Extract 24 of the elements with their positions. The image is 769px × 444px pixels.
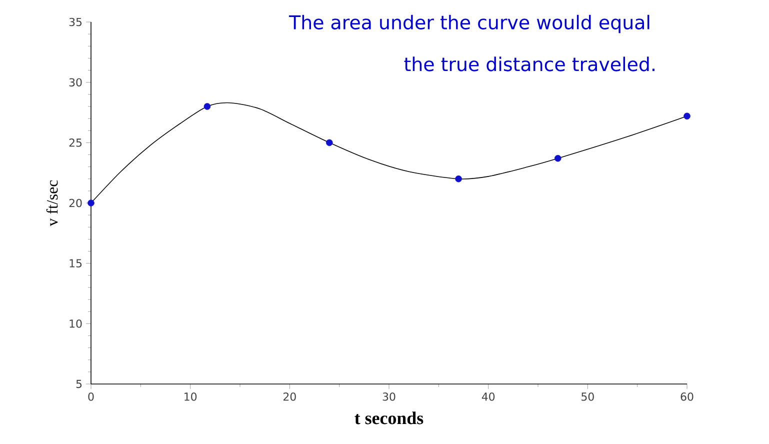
annotation: The area under the curve would equal [288,14,650,34]
y-tick-label: 25 [69,138,82,147]
x-tick-label: 30 [382,392,396,401]
x-axis-title: t seconds [354,412,424,424]
x-tick-label: 0 [88,392,94,401]
y-tick-label: 20 [69,198,82,208]
y-tick-label: 30 [69,78,82,86]
point [204,103,211,110]
x-tick-label: 20 [283,392,296,401]
point [326,139,333,146]
y-tick-label: 35 [69,18,82,26]
x-tick-label: 40 [482,392,495,401]
y-tick-label: 15 [70,259,82,268]
x-tick-label: 50 [582,392,594,401]
annotation: the true distance traveled. [404,56,654,72]
x-tick-label: 60 [680,392,694,401]
point [455,175,462,182]
point [88,200,94,206]
y-tick-label: 10 [70,320,82,328]
x-tick-label: 10 [184,392,197,401]
point [554,154,562,162]
point [684,112,690,120]
y-tick-label: 5 [76,380,82,388]
y-axis-title: v ft/sec [46,180,58,226]
